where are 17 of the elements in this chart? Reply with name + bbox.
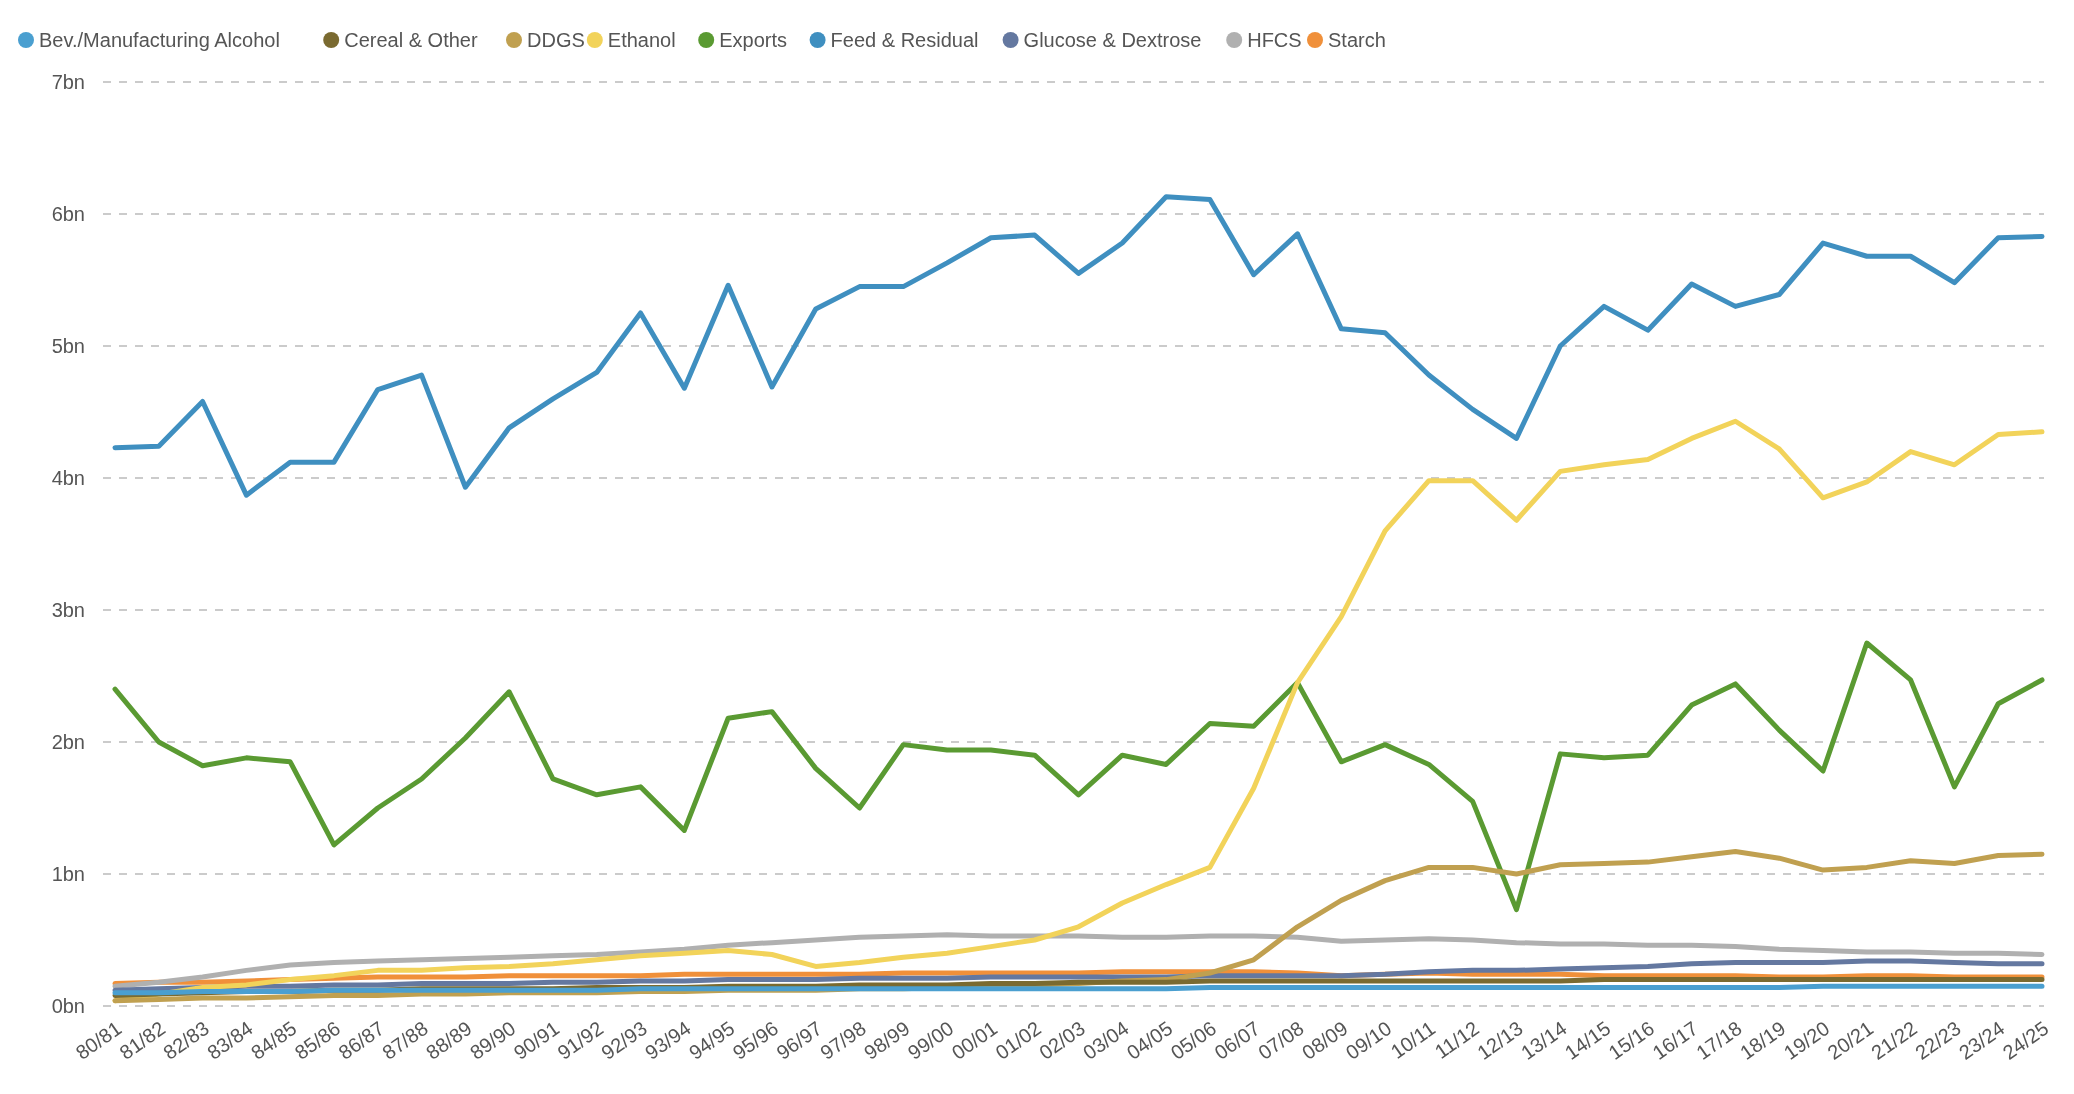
legend-label: HFCS [1247, 29, 1302, 51]
y-tick-label: 6bn [51, 203, 85, 225]
legend-label: Glucose & Dextrose [1023, 29, 1202, 51]
y-tick-label: 4bn [51, 467, 85, 489]
legend-label: Ethanol [607, 29, 676, 51]
y-tick-label: 7bn [51, 71, 85, 93]
legend-label: Starch [1328, 29, 1386, 51]
legend-label: DDGS [527, 29, 585, 51]
y-tick-label: 1bn [51, 863, 85, 885]
y-tick-label: 0bn [51, 995, 85, 1017]
legend-label: Feed & Residual [830, 29, 979, 51]
legend-label: Exports [719, 29, 788, 51]
y-tick-label: 3bn [51, 599, 85, 621]
y-tick-label: 2bn [51, 731, 85, 753]
legend-label: Bev./Manufacturing Alcohol [39, 29, 280, 51]
y-tick-label: 5bn [51, 335, 85, 357]
legend-label: Cereal & Other [344, 29, 478, 51]
